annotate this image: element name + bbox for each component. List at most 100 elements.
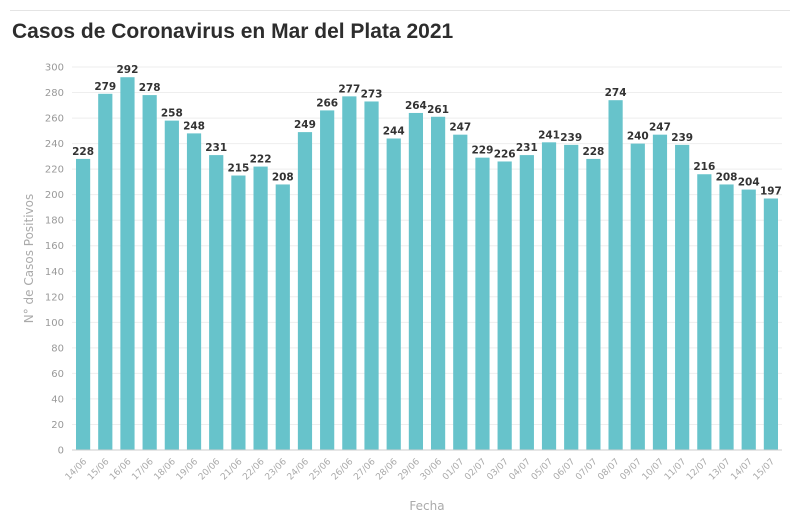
data-label: 228 [72, 146, 94, 158]
bar [120, 77, 135, 451]
x-tick-label: 22/06 [241, 457, 267, 483]
data-label: 208 [716, 171, 738, 183]
data-label: 231 [205, 142, 227, 154]
y-tick-label: 0 [58, 446, 64, 457]
data-label: 278 [139, 82, 161, 94]
bar [231, 175, 246, 450]
bar [608, 100, 623, 451]
data-label: 248 [183, 120, 205, 132]
data-label: 240 [627, 131, 649, 143]
data-label: 266 [316, 97, 338, 109]
data-label: 279 [94, 81, 116, 93]
y-tick-label: 280 [45, 88, 64, 99]
data-label: 258 [161, 108, 183, 120]
bar [186, 133, 202, 451]
x-tick-label: 25/06 [308, 457, 334, 483]
y-tick-label: 160 [45, 241, 64, 252]
y-tick-label: 120 [45, 292, 64, 303]
x-tick-label: 03/07 [485, 457, 510, 482]
y-tick-label: 180 [45, 216, 64, 227]
data-label: 204 [738, 177, 760, 189]
data-label: 261 [427, 104, 449, 116]
data-label: 208 [272, 171, 294, 183]
x-tick-label: 07/07 [574, 457, 599, 482]
bar [675, 144, 690, 451]
x-tick-label: 12/07 [685, 457, 710, 482]
bar [142, 95, 157, 450]
y-tick-label: 200 [45, 190, 64, 201]
data-label: 216 [693, 161, 715, 173]
bar [320, 110, 335, 450]
y-tick-label: 220 [45, 165, 64, 176]
y-tick-label: 40 [51, 394, 64, 405]
x-tick-label: 06/07 [552, 457, 577, 482]
data-label: 231 [516, 142, 538, 154]
bar [763, 198, 779, 450]
x-tick-label: 01/07 [441, 457, 466, 482]
bar [652, 134, 668, 450]
x-tick-label: 20/06 [197, 457, 223, 483]
data-label: 239 [560, 132, 582, 144]
x-tick-label: 15/07 [752, 457, 777, 482]
bar [497, 161, 512, 450]
bar [164, 120, 179, 451]
bar [297, 132, 313, 451]
data-label: 197 [760, 185, 782, 197]
x-tick-label: 17/06 [130, 457, 156, 483]
bar [386, 138, 401, 450]
data-label: 226 [494, 148, 516, 160]
data-label: 222 [250, 154, 272, 166]
y-tick-label: 300 [45, 63, 64, 74]
data-label: 249 [294, 119, 316, 131]
x-tick-label: 27/06 [352, 457, 378, 483]
bar [519, 155, 534, 450]
data-label: 228 [582, 146, 604, 158]
bar [430, 116, 446, 450]
y-tick-label: 100 [45, 318, 64, 329]
data-label: 273 [361, 88, 383, 100]
data-label: 241 [538, 129, 560, 141]
bar [98, 93, 113, 450]
y-tick-label: 80 [51, 343, 64, 354]
x-tick-label: 26/06 [330, 457, 356, 483]
bar [209, 155, 224, 450]
x-tick-label: 10/07 [641, 457, 666, 482]
data-label: 247 [649, 122, 671, 134]
x-tick-label: 04/07 [508, 457, 533, 482]
bar [408, 112, 424, 451]
y-tick-label: 140 [45, 267, 64, 278]
data-label: 244 [383, 125, 405, 137]
bar [541, 142, 557, 450]
x-tick-label: 24/06 [286, 457, 312, 483]
x-tick-label: 21/06 [219, 457, 245, 483]
data-label: 264 [405, 100, 427, 112]
chart-title: Casos de Coronavirus en Mar del Plata 20… [12, 20, 454, 43]
x-tick-label: 13/07 [707, 457, 732, 482]
bar [253, 166, 268, 450]
x-tick-label: 14/06 [64, 457, 90, 483]
x-tick-label: 29/06 [397, 457, 423, 483]
y-tick-label: 60 [51, 369, 64, 380]
bar [342, 96, 357, 450]
x-axis-title: Fecha [409, 499, 444, 513]
y-tick-label: 240 [45, 139, 64, 150]
x-tick-label: 19/06 [175, 457, 201, 483]
x-tick-label: 11/07 [663, 457, 688, 482]
x-tick-label: 02/07 [463, 457, 488, 482]
top-divider [10, 10, 790, 11]
y-tick-label: 20 [51, 420, 64, 431]
bar [697, 174, 712, 451]
bar [564, 144, 579, 451]
bar [741, 189, 756, 450]
y-axis-ticks: 0 20 40 60 80 100 120 140 160 180 200 220 240 260 280 3… [45, 63, 64, 457]
data-label: 292 [117, 64, 139, 76]
bar [453, 134, 468, 450]
x-tick-label: 09/07 [618, 457, 643, 482]
x-tick-label: 16/06 [108, 457, 134, 483]
x-axis-ticks: 14/0615/0616/0617/0618/0619/0620/0621/06… [64, 457, 777, 483]
bar [719, 184, 734, 450]
x-tick-label: 23/06 [263, 457, 289, 483]
y-tick-label: 260 [45, 114, 64, 125]
